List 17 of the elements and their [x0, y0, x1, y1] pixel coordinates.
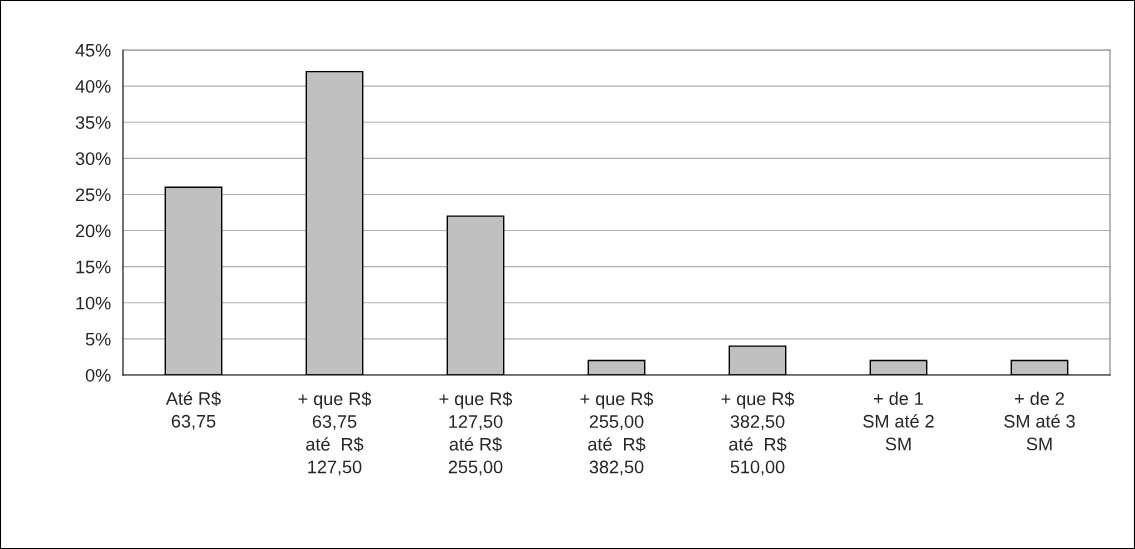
y-tick-label: 40%: [75, 80, 111, 93]
y-tick-label: 35%: [75, 116, 111, 129]
y-tick-label: 0%: [85, 368, 111, 382]
x-tick-label: + que R$ 382,50 até R$ 510,00: [721, 391, 795, 476]
x-tick-label: + de 2 SM até 3 SM: [1004, 391, 1075, 451]
x-tick-label: + que R$ 63,75 até R$ 127,50: [298, 391, 372, 476]
y-tick-label: 10%: [76, 296, 111, 310]
y-tick-label: 5%: [85, 332, 111, 346]
x-tick-label: + de 1 SM até 2 SM: [863, 391, 934, 451]
x-tick-label: + que R$ 255,00 até R$ 382,50: [580, 391, 654, 476]
x-tick-label: Até R$ 63,75: [165, 391, 221, 430]
y-tick-label: 25%: [75, 188, 111, 202]
y-tick-label: 30%: [75, 152, 111, 166]
y-tick-label: 45%: [75, 44, 111, 57]
y-tick-label: 20%: [75, 224, 111, 238]
y-tick-label: 15%: [76, 260, 111, 274]
x-tick-label: + que R$ 127,50 até R$ 255,00: [439, 391, 513, 476]
